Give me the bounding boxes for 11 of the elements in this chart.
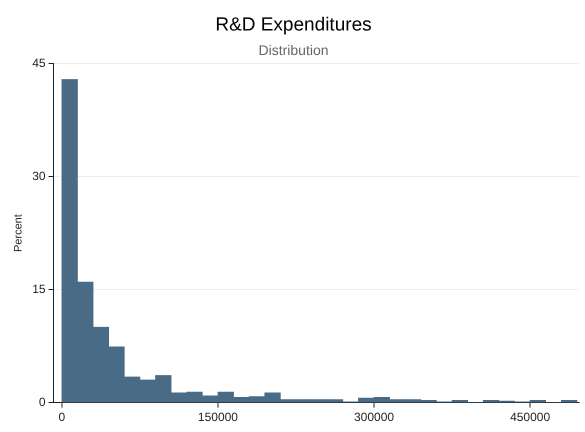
x-tick-label: 300000 [354,410,394,424]
x-tick-label: 0 [58,410,66,424]
x-tick-label: 450000 [510,410,550,424]
y-tick-label: 0 [38,394,46,409]
y-axis-title: Percent [12,214,25,252]
chart-subtitle: Distribution [258,42,329,58]
chart-title: R&D Expenditures [215,14,372,36]
x-tick-label: 150000 [198,410,238,424]
y-tick-label: 45 [32,56,46,70]
y-tick-label: 30 [32,168,46,183]
y-tick-label: 15 [32,282,46,296]
